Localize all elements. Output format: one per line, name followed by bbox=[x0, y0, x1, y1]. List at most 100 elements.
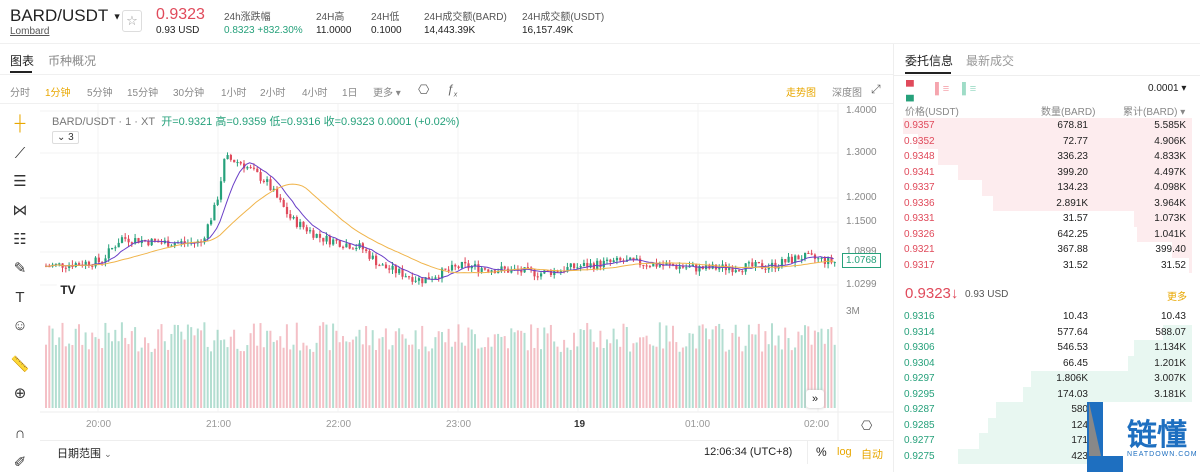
interval-button[interactable]: 15分钟 bbox=[127, 88, 159, 99]
fullscreen-icon[interactable]: ⤢ bbox=[871, 82, 881, 96]
volume-bar bbox=[751, 334, 754, 408]
fib-icon[interactable]: ☷ bbox=[13, 231, 27, 248]
settings-hex-icon[interactable]: ⎔ bbox=[418, 82, 430, 97]
emoji-icon[interactable]: ☺ bbox=[12, 317, 28, 334]
axis-settings-icon[interactable]: ⎔ bbox=[861, 418, 873, 433]
ask-row[interactable]: 0.9317 31.52 31.52 bbox=[900, 257, 1192, 273]
ask-row[interactable]: 0.9357 678.81 5.585K bbox=[900, 118, 1192, 134]
project-link[interactable]: Lombard bbox=[10, 26, 50, 37]
interval-button[interactable]: 4小时 bbox=[302, 88, 328, 99]
volume-bar bbox=[335, 330, 338, 408]
interval-button[interactable]: 2小时 bbox=[260, 88, 286, 99]
percent-toggle[interactable]: % bbox=[816, 445, 827, 459]
magnet-icon[interactable]: ∩ bbox=[14, 425, 26, 442]
pair-selector[interactable]: BARD/USDT ▼ bbox=[10, 6, 122, 26]
text-icon[interactable]: T bbox=[15, 289, 25, 306]
bid-row[interactable]: 0.9314 577.64 588.07 bbox=[900, 324, 1192, 340]
chart-area bbox=[0, 103, 893, 440]
interval-button[interactable]: 更多 ▾ bbox=[373, 88, 401, 99]
volume-bar bbox=[266, 330, 269, 408]
volume-bar bbox=[54, 344, 57, 408]
interval-button[interactable]: 1日 bbox=[342, 88, 358, 99]
ask-row[interactable]: 0.9321 367.88 399.40 bbox=[900, 242, 1192, 258]
interval-button[interactable]: 分时 bbox=[10, 88, 30, 99]
depth-bar bbox=[1133, 340, 1192, 356]
candle-body bbox=[107, 248, 110, 259]
candle-body bbox=[276, 188, 279, 198]
ask-row[interactable]: 0.9341 399.20 4.497K bbox=[900, 164, 1192, 180]
bid-row[interactable]: 0.9297 1.806K 3.007K bbox=[900, 371, 1192, 387]
volume-bar bbox=[698, 325, 701, 408]
bid-row[interactable]: 0.9306 546.53 1.134K bbox=[900, 340, 1192, 356]
volume-bar bbox=[738, 336, 740, 408]
interval-button[interactable]: 1小时 bbox=[221, 88, 247, 99]
zoom-in-icon[interactable]: ⊕ bbox=[13, 385, 27, 402]
trend-line-icon[interactable]: ⟋ bbox=[14, 145, 26, 162]
auto-toggle[interactable]: 自动 bbox=[861, 449, 883, 461]
depth-chart-button[interactable]: 深度图 bbox=[832, 88, 862, 99]
volume-bar bbox=[58, 337, 61, 408]
depth-bar bbox=[1136, 226, 1192, 242]
interval-button[interactable]: 30分钟 bbox=[173, 88, 205, 99]
tab-indicator bbox=[905, 72, 951, 74]
interval-button[interactable]: 1分钟 bbox=[45, 88, 71, 99]
bid-row[interactable]: 0.9295 174.03 3.181K bbox=[900, 386, 1192, 402]
candle-body bbox=[810, 253, 813, 255]
candle-body bbox=[480, 268, 483, 272]
ask-row[interactable]: 0.9348 336.23 4.833K bbox=[900, 149, 1192, 165]
tab-chart[interactable]: 图表 bbox=[10, 54, 35, 68]
candle-body bbox=[823, 257, 826, 264]
lock-draw-icon[interactable]: ✐ bbox=[13, 454, 27, 471]
indicator-fx-icon[interactable]: ƒx bbox=[447, 82, 458, 99]
horizontal-lines-icon[interactable]: ☰ bbox=[13, 173, 27, 190]
volume-bar bbox=[741, 351, 744, 408]
precision-select[interactable]: 0.0001 ▾ bbox=[1148, 83, 1187, 94]
trend-chart-button[interactable]: 走势图 bbox=[786, 88, 816, 99]
ask-row[interactable]: 0.9352 72.77 4.906K bbox=[900, 133, 1192, 149]
indicator-toggle[interactable]: ⌄ 3 bbox=[52, 131, 79, 144]
volume-bar bbox=[282, 347, 285, 408]
volume-bar bbox=[833, 344, 836, 408]
volume-bar bbox=[384, 328, 387, 408]
tab-latest-trades[interactable]: 最新成交 bbox=[966, 54, 1015, 68]
candle-body bbox=[381, 264, 384, 266]
bid-row[interactable]: 0.9316 10.43 10.43 bbox=[900, 309, 1192, 325]
interval-button[interactable]: 5分钟 bbox=[87, 88, 113, 99]
log-toggle[interactable]: log bbox=[837, 446, 852, 458]
crosshair-icon[interactable]: ┼ bbox=[14, 115, 26, 132]
more-button[interactable]: 更多 bbox=[1167, 292, 1187, 303]
volume-bar bbox=[233, 329, 236, 408]
bid-row[interactable]: 0.9304 66.45 1.201K bbox=[900, 355, 1192, 371]
volume-bar bbox=[223, 339, 226, 408]
amount: 642.25 bbox=[1057, 228, 1088, 240]
favorite-star-icon[interactable]: ☆ bbox=[122, 10, 142, 32]
view-both-icon[interactable]: ▀ ▄ bbox=[906, 81, 914, 101]
ruler-icon[interactable]: 📏 bbox=[10, 356, 30, 373]
candlestick-chart[interactable] bbox=[0, 0, 893, 440]
volume-bar bbox=[276, 340, 278, 408]
ask-row[interactable]: 0.9337 134.23 4.098K bbox=[900, 180, 1192, 196]
total: 4.906K bbox=[1154, 135, 1186, 147]
date-range-button[interactable]: 日期范围 ⌄ bbox=[57, 445, 112, 461]
view-bids-icon[interactable]: ▌≡ bbox=[962, 83, 977, 95]
price: 0.9287 bbox=[904, 404, 935, 415]
ask-row[interactable]: 0.9336 2.891K 3.964K bbox=[900, 195, 1192, 211]
pattern-icon[interactable]: ⋈ bbox=[12, 202, 28, 219]
ask-row[interactable]: 0.9326 642.25 1.041K bbox=[900, 226, 1192, 242]
candle-body bbox=[678, 266, 681, 269]
candle-body bbox=[797, 255, 800, 260]
volume-bar bbox=[540, 349, 542, 408]
volume-bar bbox=[137, 351, 140, 408]
volume-bar bbox=[305, 345, 308, 408]
candle-body bbox=[391, 265, 394, 270]
tab-coin-overview[interactable]: 币种概况 bbox=[48, 54, 97, 68]
view-asks-icon[interactable]: ▌≡ bbox=[935, 83, 950, 95]
volume-bar bbox=[658, 322, 661, 408]
tab-order-book[interactable]: 委托信息 bbox=[905, 54, 954, 68]
header-total[interactable]: 累计(BARD) ▾ bbox=[1123, 107, 1186, 118]
brush-icon[interactable]: ✎ bbox=[13, 260, 27, 277]
ask-row[interactable]: 0.9331 31.57 1.073K bbox=[900, 211, 1192, 227]
candle-body bbox=[589, 263, 592, 268]
volume-bar bbox=[256, 345, 259, 408]
scroll-to-latest-button[interactable]: » bbox=[806, 390, 824, 408]
